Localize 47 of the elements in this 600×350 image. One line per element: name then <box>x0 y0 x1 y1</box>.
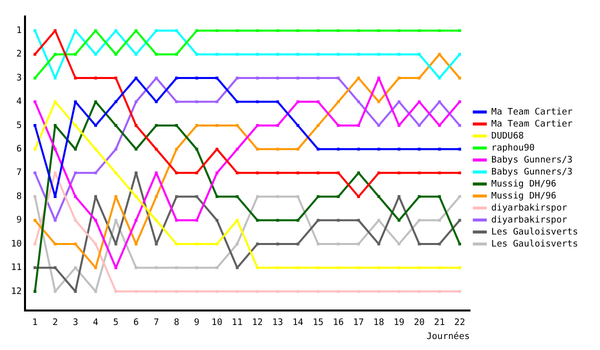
x-axis-title: Journées <box>426 330 470 342</box>
x-tick-label: 12 <box>252 318 263 328</box>
y-tick-label: 2 <box>16 50 22 60</box>
x-tick-label: 7 <box>154 318 160 328</box>
x-tick-label: 15 <box>312 318 324 328</box>
x-tick-label: 16 <box>332 318 344 328</box>
y-tick-label: 9 <box>16 216 22 226</box>
x-tick-label: 5 <box>113 318 119 328</box>
x-tick-label: 4 <box>92 318 98 328</box>
y-tick-label: 6 <box>16 144 22 155</box>
y-tick-label: 5 <box>16 120 22 131</box>
x-tick-label: 22 <box>454 318 466 328</box>
legend-label: Babys Gunners/3 <box>491 167 573 178</box>
legend-label: Ma Team Cartier <box>491 119 574 130</box>
x-tick-label: 9 <box>194 318 200 328</box>
legend-label: Les Gauloisverts <box>491 239 578 250</box>
legend-label: diyarbakirspor <box>491 203 568 214</box>
x-tick-label: 10 <box>212 318 222 328</box>
y-tick-label: 10 <box>10 239 22 250</box>
y-tick-label: 7 <box>16 168 22 178</box>
legend-label: Mussig DH/96 <box>491 191 556 202</box>
y-tick-label: 3 <box>16 73 22 84</box>
legend-label: Mussig DH/96 <box>491 179 556 190</box>
x-tick-label: 11 <box>232 318 243 328</box>
y-tick-label: 1 <box>16 26 22 36</box>
y-tick-label: 12 <box>10 286 22 297</box>
x-tick-label: 17 <box>353 318 364 328</box>
y-tick-label: 4 <box>16 97 22 108</box>
legend-label: DUDU68 <box>491 131 524 142</box>
legend-label: Babys Gunners/3 <box>491 155 573 166</box>
x-tick-label: 19 <box>394 318 404 328</box>
x-tick-label: 13 <box>272 318 284 328</box>
x-tick-label: 21 <box>434 318 445 328</box>
legend-label: Ma Team Cartier <box>491 107 574 118</box>
x-tick-label: 2 <box>52 318 58 328</box>
y-tick-label: 8 <box>16 192 22 202</box>
legend-label: raphou90 <box>491 143 535 154</box>
y-tick-label: 11 <box>10 263 22 274</box>
legend-label: diyarbakirspor <box>491 215 568 226</box>
x-tick-label: 14 <box>292 318 304 328</box>
x-tick-label: 20 <box>414 318 425 328</box>
x-tick-label: 3 <box>72 318 78 328</box>
x-tick-label: 18 <box>373 318 384 328</box>
x-tick-label: 6 <box>133 318 139 328</box>
legend-label: Les Gauloisverts <box>491 227 578 238</box>
x-tick-label: 8 <box>174 318 180 328</box>
x-tick-label: 1 <box>32 318 38 328</box>
